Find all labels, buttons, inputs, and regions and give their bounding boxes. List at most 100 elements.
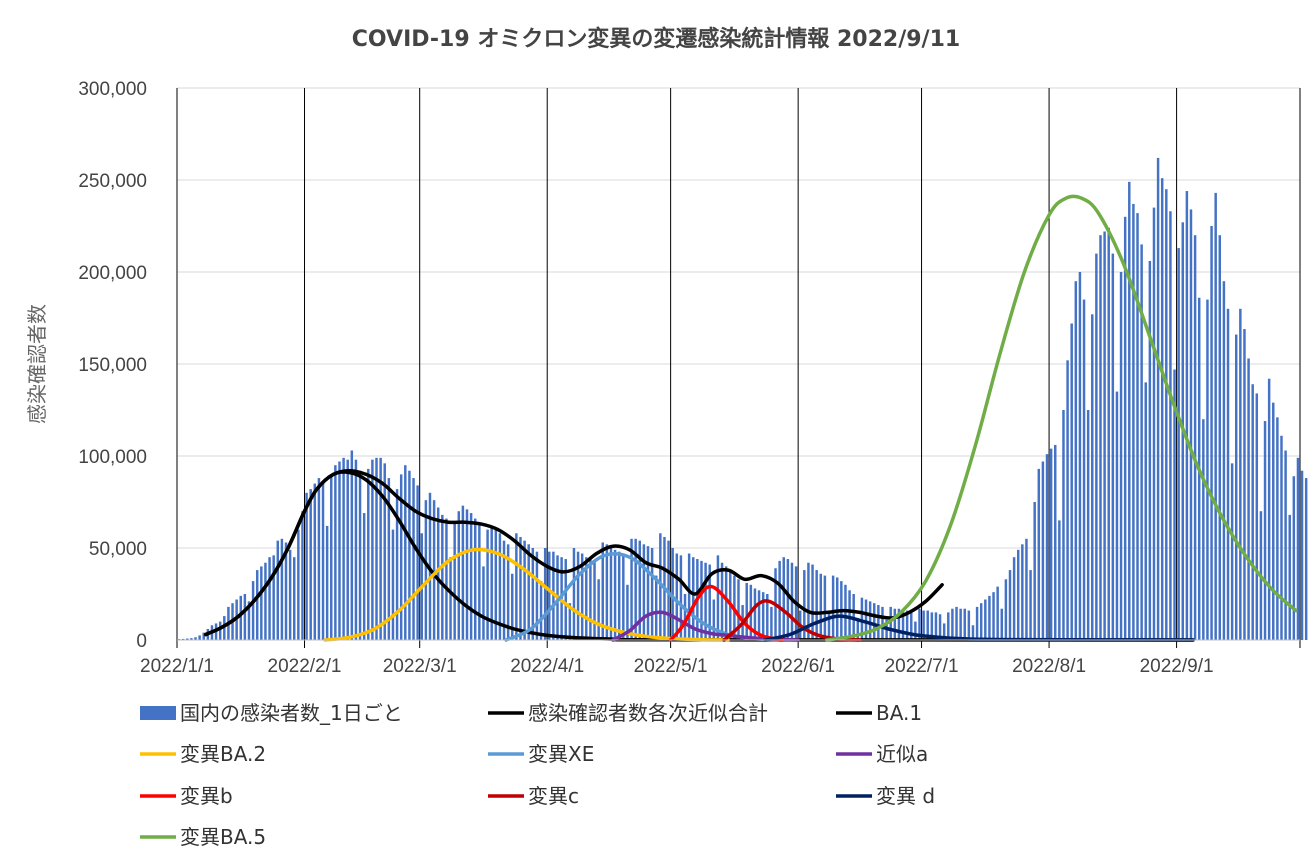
bar xyxy=(1144,382,1147,640)
bar xyxy=(942,623,946,640)
bar xyxy=(815,570,818,640)
y-tick-label: 150,000 xyxy=(78,355,147,376)
bar xyxy=(745,582,748,640)
bar xyxy=(255,570,259,640)
bar xyxy=(856,617,860,640)
bar xyxy=(1263,421,1267,640)
bar xyxy=(264,562,267,640)
bar xyxy=(1078,272,1082,640)
bar xyxy=(1037,468,1041,640)
bar xyxy=(1140,244,1143,640)
series-line xyxy=(668,584,784,642)
bar xyxy=(609,548,613,640)
bar xyxy=(1066,360,1069,640)
bar xyxy=(873,603,876,640)
bar xyxy=(1165,189,1168,640)
bar xyxy=(692,557,695,640)
bar xyxy=(1148,260,1152,640)
x-tick-labels: 2022/1/1 2022/2/1 2022/3/1 2022/4/1 2022/5/1… xyxy=(140,656,1214,677)
x-tick-label: 2022/8/1 xyxy=(1012,656,1086,677)
bar xyxy=(860,597,864,640)
bar xyxy=(835,577,839,640)
bar xyxy=(1230,463,1234,640)
bar xyxy=(704,562,707,640)
bar xyxy=(330,474,333,640)
bar xyxy=(687,553,691,640)
bar xyxy=(519,536,522,640)
bar xyxy=(371,459,374,640)
bar xyxy=(712,599,716,640)
bar xyxy=(1272,402,1275,640)
bar xyxy=(1189,209,1193,640)
bar xyxy=(642,544,646,640)
bar xyxy=(922,610,925,640)
bar xyxy=(947,612,950,640)
bar xyxy=(572,548,576,640)
bar xyxy=(766,594,769,640)
bar xyxy=(683,594,687,640)
bar xyxy=(1016,549,1020,640)
bar xyxy=(305,492,308,640)
bar xyxy=(194,637,197,640)
legend-swatch xyxy=(140,706,176,720)
bar xyxy=(301,511,304,640)
bar xyxy=(1218,235,1222,640)
bar xyxy=(1074,281,1078,640)
bar xyxy=(272,555,275,640)
bar xyxy=(864,599,868,640)
bar xyxy=(1025,538,1028,640)
bar xyxy=(737,579,740,640)
bar xyxy=(1288,514,1291,640)
bar xyxy=(1062,410,1065,640)
bar xyxy=(535,551,539,640)
bar xyxy=(432,500,436,640)
bar xyxy=(288,549,292,640)
bar xyxy=(1214,192,1217,640)
x-tick-label: 2022/7/1 xyxy=(885,656,959,677)
bar xyxy=(827,612,831,640)
bar xyxy=(404,465,407,640)
bar xyxy=(630,538,633,640)
bar xyxy=(383,463,386,640)
y-tick-label: 250,000 xyxy=(78,171,147,192)
legend-label: 感染確認者数各次近似合計 xyxy=(528,701,768,725)
bar xyxy=(988,595,991,640)
bar xyxy=(617,551,621,640)
bar xyxy=(1169,211,1172,640)
bar xyxy=(1136,213,1139,640)
bar xyxy=(1115,391,1119,640)
bar xyxy=(646,546,650,640)
bar xyxy=(527,544,530,640)
bar xyxy=(807,562,810,640)
bar xyxy=(523,540,526,640)
bar xyxy=(979,603,983,640)
legend-label: 変異c xyxy=(528,784,579,808)
bar xyxy=(881,606,884,640)
bar xyxy=(399,474,403,640)
bar xyxy=(1210,226,1213,640)
bar xyxy=(284,542,288,640)
bar xyxy=(260,566,263,640)
bar xyxy=(1251,384,1254,640)
bar xyxy=(1012,557,1016,640)
bar xyxy=(511,573,514,640)
bar xyxy=(465,509,469,640)
bar xyxy=(297,529,300,640)
bar xyxy=(889,606,892,640)
bar xyxy=(1049,448,1053,640)
bar xyxy=(753,588,757,640)
bar xyxy=(1041,461,1045,640)
bar xyxy=(761,592,765,640)
bar xyxy=(901,610,905,640)
bar xyxy=(568,603,572,640)
series-line xyxy=(611,610,800,642)
bar xyxy=(362,513,366,640)
bar xyxy=(1247,358,1250,640)
bar xyxy=(1185,191,1189,641)
bar xyxy=(395,489,399,640)
bar xyxy=(375,457,378,640)
bar xyxy=(1107,227,1110,640)
bar xyxy=(358,470,362,640)
bar xyxy=(198,635,201,640)
